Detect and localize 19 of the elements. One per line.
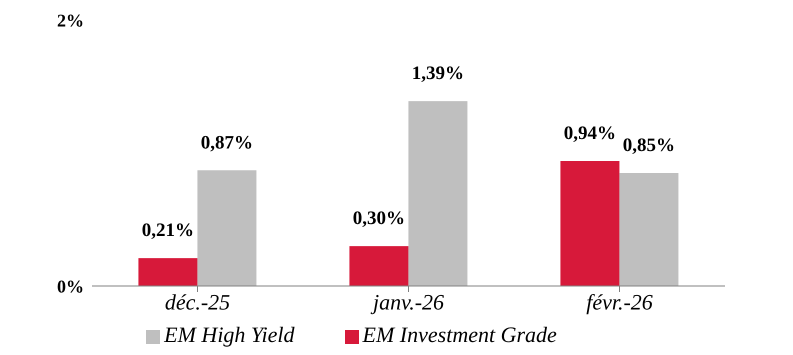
y-tick-label: 2% — [57, 10, 84, 30]
data-label: 0,85% — [622, 134, 676, 156]
data-label: 0,87% — [200, 132, 254, 154]
bar — [138, 258, 198, 286]
y-tick-label: 0% — [57, 276, 84, 296]
legend-label: EM Investment Grade — [362, 322, 557, 347]
bar — [619, 172, 678, 286]
bar — [408, 101, 468, 286]
legend-label: EM High Yield — [164, 322, 295, 347]
x-tick-label: janv.-26 — [370, 290, 444, 315]
data-label: 0,21% — [142, 220, 194, 242]
data-label: 0,94% — [564, 122, 616, 144]
data-label: 0,30% — [352, 208, 406, 230]
x-tick-label: févr.-26 — [586, 290, 653, 315]
bar — [349, 246, 408, 286]
x-tick-label: déc.-25 — [164, 290, 230, 315]
bar — [560, 160, 620, 286]
data-label: 1,39% — [412, 63, 464, 84]
bar — [197, 170, 256, 286]
